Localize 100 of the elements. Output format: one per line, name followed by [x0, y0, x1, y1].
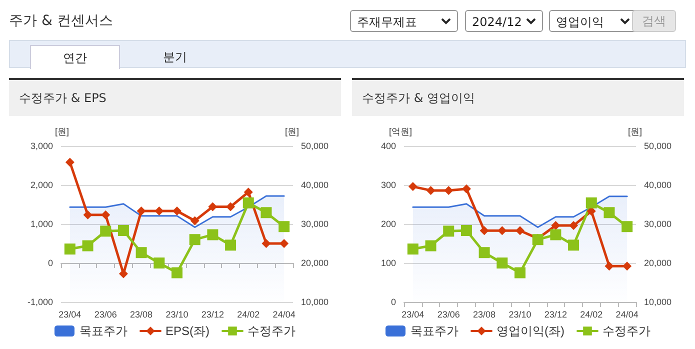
legend-label: 영업이익(좌)	[496, 324, 565, 338]
y-tick-label: 100	[380, 258, 396, 268]
y-axis-title: [억원]	[388, 126, 412, 136]
y2-tick-label: 30,000	[301, 219, 329, 229]
y2-tick-label: 20,000	[301, 258, 329, 268]
point	[498, 226, 507, 236]
point	[622, 221, 633, 232]
text: 주가 & 컨센서스	[9, 12, 113, 30]
text: 2024/12	[465, 10, 543, 32]
text: 영업이익	[549, 10, 637, 32]
point	[101, 210, 110, 220]
point	[586, 197, 597, 208]
point	[154, 258, 165, 268]
y2-tick-label: 10,000	[644, 297, 672, 307]
point	[514, 267, 526, 278]
y2-tick-label: 30,000	[644, 219, 672, 229]
text: 분기	[162, 49, 188, 66]
point	[551, 221, 560, 230]
y2-axis-title: [원]	[628, 126, 642, 136]
x-tick-label: 23/04	[58, 310, 82, 320]
x-tick-label: 23/10	[508, 310, 532, 320]
point	[516, 226, 524, 236]
point	[622, 262, 632, 271]
point	[136, 247, 147, 258]
text: 연간	[30, 45, 120, 69]
point	[460, 225, 472, 236]
point	[190, 216, 200, 226]
y2-tick-label: 40,000	[301, 180, 329, 190]
y-tick-label: 200	[380, 219, 396, 229]
point	[496, 258, 508, 268]
point	[408, 182, 418, 192]
point	[425, 240, 436, 252]
y2-tick-label: 50,000	[301, 141, 329, 151]
point	[260, 207, 272, 218]
point	[207, 229, 218, 240]
point	[242, 197, 254, 208]
y2-tick-label: 50,000	[644, 141, 672, 151]
chart-title: 수정주가 & EPS	[9, 80, 341, 116]
x-tick-label: 24/04	[272, 310, 296, 320]
point	[443, 226, 454, 237]
x-tick-label: 23/06	[94, 310, 117, 320]
x-tick-label: 24/02	[237, 310, 260, 320]
x-tick-label: 23/10	[166, 310, 188, 320]
point	[480, 226, 489, 236]
point	[426, 186, 436, 195]
point	[64, 244, 76, 255]
x-tick-label: 23/04	[402, 310, 424, 320]
y-axis-title: [원]	[54, 126, 69, 136]
text: 주재무제표	[350, 10, 458, 32]
point	[278, 221, 290, 232]
y2-axis-title: [원]	[285, 126, 300, 136]
point	[568, 240, 580, 251]
x-tick-label: 23/08	[130, 310, 153, 320]
point	[100, 226, 112, 237]
x-tick-label: 23/08	[473, 310, 496, 320]
point	[83, 210, 92, 220]
point	[172, 267, 182, 278]
x-tick-label: 24/04	[616, 310, 638, 320]
y-tick-label: 3,000	[30, 141, 53, 151]
point	[604, 262, 614, 271]
point	[532, 234, 544, 246]
point	[244, 188, 253, 197]
legend-label: 목표주가	[80, 324, 128, 338]
point	[189, 234, 200, 246]
legend-label: 수정주가	[248, 324, 296, 338]
point	[444, 186, 454, 195]
y-tick-label: 2,000	[30, 180, 53, 190]
legend-label: 수정주가	[602, 324, 650, 338]
y-tick-label: 1,000	[30, 219, 53, 229]
point	[280, 239, 289, 248]
chart-title: 수정주가 & 영업이익	[352, 80, 684, 116]
legend-label: EPS(좌)	[166, 324, 210, 338]
point	[604, 207, 615, 218]
x-tick-label: 24/02	[580, 310, 603, 320]
point	[154, 206, 164, 216]
point	[262, 239, 271, 248]
point	[550, 229, 562, 240]
y-tick-label: -1,000	[27, 297, 53, 307]
point	[65, 158, 74, 167]
point	[569, 221, 578, 230]
x-tick-label: 23/12	[201, 310, 224, 320]
y2-tick-label: 20,000	[644, 258, 672, 268]
y-tick-label: 0	[48, 258, 53, 268]
point	[82, 240, 94, 252]
y-tick-label: 0	[390, 297, 396, 307]
legend-label: 목표주가	[410, 324, 459, 338]
y-tick-label: 400	[380, 141, 396, 151]
point	[136, 206, 146, 216]
text: 검색	[632, 10, 676, 32]
point	[172, 206, 182, 216]
x-tick-label: 23/06	[437, 310, 460, 320]
point	[478, 247, 490, 258]
x-tick-label: 23/12	[544, 310, 567, 320]
point	[225, 240, 236, 251]
y2-tick-label: 10,000	[301, 297, 329, 307]
point	[462, 184, 471, 194]
point	[407, 244, 418, 255]
point	[118, 225, 129, 236]
point	[226, 202, 236, 212]
y-tick-label: 300	[380, 180, 396, 190]
